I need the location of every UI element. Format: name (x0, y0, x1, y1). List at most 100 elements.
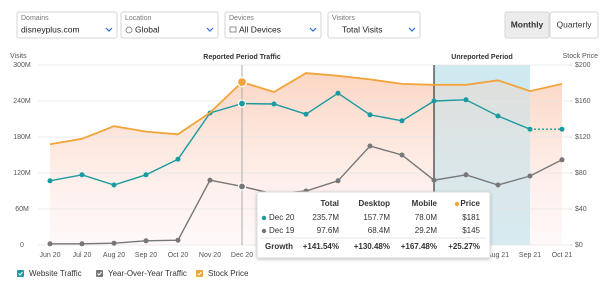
point (236, 76, 248, 88)
tooltip-cell: 68.4M (368, 226, 391, 235)
point (237, 182, 247, 191)
point (399, 152, 405, 158)
point (463, 97, 469, 103)
dropdown[interactable] (120, 11, 219, 39)
y2-axis-title: Stock Price (563, 53, 599, 60)
y2-tick-label: $40 (575, 206, 587, 213)
point (367, 112, 373, 118)
period-button[interactable] (504, 11, 550, 39)
row-label: Growth (265, 242, 293, 251)
y-tick-label: 120M (13, 170, 31, 177)
ui: Domains disneyplus.com Location Global Devic… (16, 11, 599, 278)
point (559, 157, 565, 163)
tooltip (256, 191, 491, 259)
row-label: Dec 20 (269, 213, 295, 222)
period-button[interactable] (549, 11, 599, 39)
point (335, 178, 341, 184)
point (111, 240, 117, 246)
dropdown-label: Location (125, 15, 152, 22)
y-tick-label: 300M (13, 62, 31, 69)
row-dot (261, 215, 267, 221)
x-tick-label: Sep 21 (519, 252, 541, 259)
x-tick-label: Oct 21 (552, 252, 573, 259)
legend-checkbox[interactable] (17, 270, 24, 277)
y2-tick-label: $0 (575, 242, 583, 249)
point (143, 238, 149, 244)
dropdown-label: Visitors (332, 15, 355, 22)
point (271, 101, 277, 107)
y-tick-label: 60M (15, 206, 29, 213)
dropdown[interactable] (224, 11, 322, 39)
tooltip-cell: $181 (462, 213, 480, 222)
dropdown[interactable] (16, 11, 118, 39)
period-button-label: Quarterly (557, 19, 593, 29)
globe-icon (125, 26, 133, 34)
x-tick-label: Jul 20 (73, 252, 92, 259)
chevron (206, 27, 214, 32)
dropdown-value: Global (135, 24, 160, 34)
y2-tick-label: $200 (575, 62, 591, 69)
legend-checkbox[interactable] (196, 270, 203, 277)
point (237, 99, 247, 108)
chevron (105, 27, 113, 32)
tooltip-cell: +25.27% (448, 242, 480, 251)
tooltip-cell: 29.2M (415, 226, 438, 235)
tooltip-header: Total (320, 199, 339, 208)
tooltip-header: Mobile (412, 199, 438, 208)
point (175, 237, 181, 243)
check (18, 271, 23, 276)
chevron (309, 27, 317, 32)
dropdown[interactable] (327, 11, 421, 39)
point (111, 182, 117, 188)
period-button-label: Monthly (511, 19, 544, 29)
point (79, 172, 85, 178)
y-tick-label: 180M (13, 134, 31, 141)
x-tick-label: Oct 20 (168, 252, 189, 259)
point (47, 241, 53, 247)
y2-tick-label: $120 (575, 134, 591, 141)
x-tick-label: Aug 20 (103, 252, 125, 259)
series-line (49, 92, 531, 186)
device-icon (229, 26, 237, 33)
point (431, 177, 437, 183)
point (431, 98, 437, 104)
point (335, 90, 341, 96)
row-dot (261, 228, 267, 234)
tooltip-cell: 157.7M (363, 213, 390, 222)
check (97, 271, 102, 276)
row-label: Dec 19 (269, 226, 295, 235)
tooltip-cell: 78.0M (415, 213, 438, 222)
point (527, 126, 533, 132)
x-tick-label: Nov 20 (199, 252, 221, 259)
point (463, 172, 469, 178)
point (79, 241, 85, 247)
point (527, 173, 533, 179)
point (559, 126, 565, 132)
dropdown-value: Total Visits (342, 24, 382, 34)
tooltip-cell: +130.48% (354, 242, 390, 251)
legend-label: Year-Over-Year Traffic (108, 269, 187, 278)
point (207, 177, 213, 183)
legend-label: Website Traffic (29, 269, 82, 278)
legend-checkbox[interactable] (96, 270, 103, 277)
point (175, 156, 181, 162)
x-tick-label: Dec 20 (231, 252, 253, 259)
tooltip-cell: +167.48% (401, 242, 437, 251)
point (495, 182, 501, 188)
point (143, 172, 149, 178)
y2-tick-label: $160 (575, 98, 591, 105)
y-tick-label: 0 (20, 242, 24, 249)
dropdown-value: All Devices (239, 24, 281, 34)
tooltip-cell: 97.6M (317, 226, 340, 235)
legend-label: Stock Price (208, 269, 249, 278)
x-tick-label: Jun 20 (39, 252, 60, 259)
dropdown-value: disneyplus.com (21, 24, 80, 34)
y2-tick-label: $80 (575, 170, 587, 177)
chevron (408, 27, 416, 32)
series-line (49, 72, 563, 146)
tooltip-header: Price (460, 199, 480, 208)
annotation: Reported Period Traffic (203, 54, 281, 61)
tooltip-cell: $145 (462, 226, 480, 235)
